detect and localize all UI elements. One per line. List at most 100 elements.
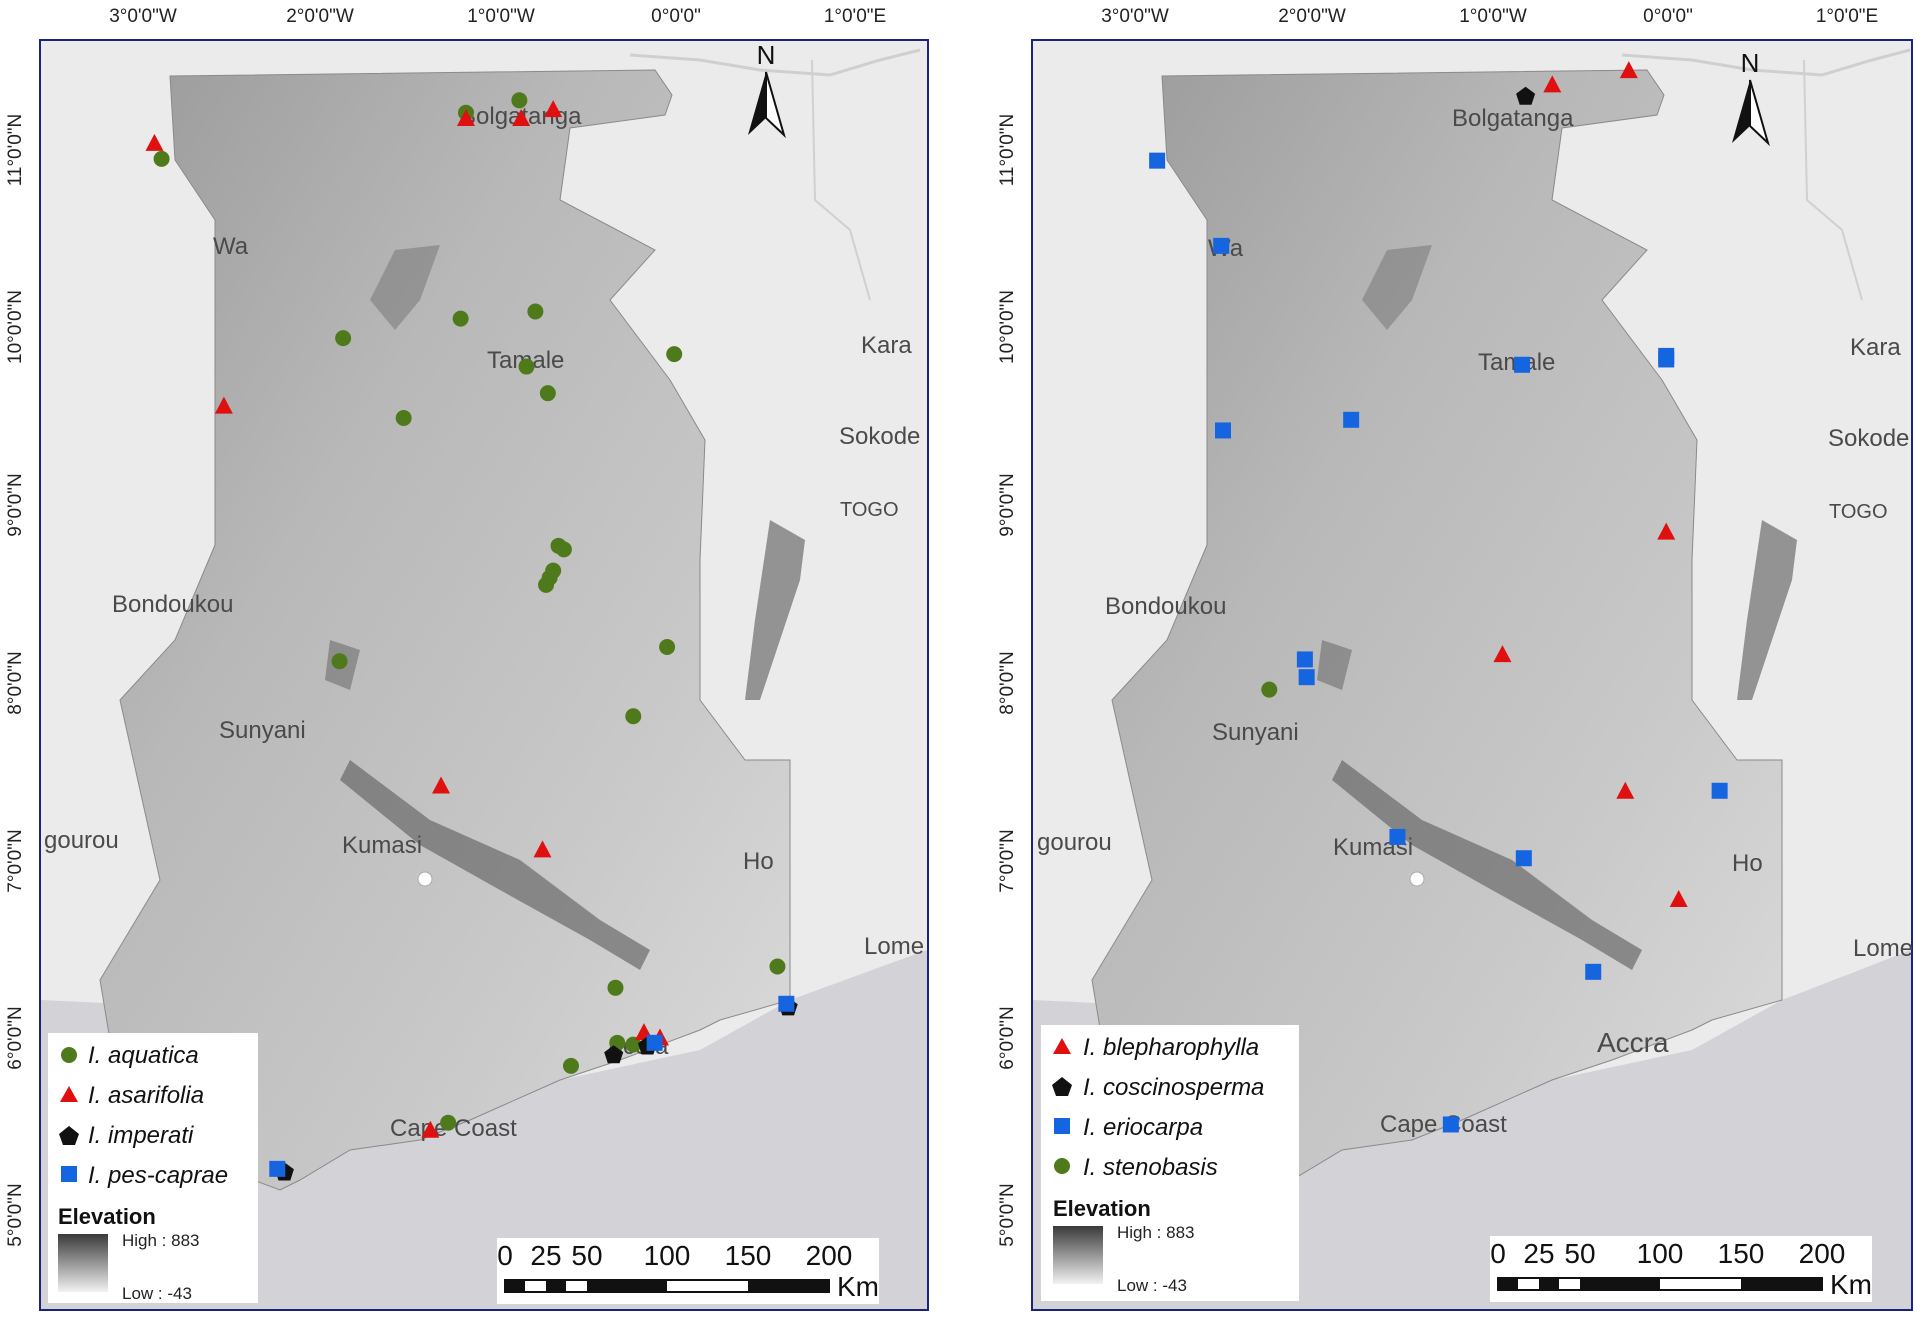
tick-label: 3°0'0"W bbox=[109, 6, 177, 27]
tick-label: 10°0'0"N bbox=[997, 290, 1018, 364]
occurrence-point-i-pes-caprae bbox=[646, 1034, 663, 1051]
scale-segment bbox=[546, 1280, 566, 1292]
elevation-high: High : 883 bbox=[122, 1231, 200, 1250]
occurrence-point-i-imperati bbox=[604, 1045, 624, 1064]
tick-label: 5°0'0"N bbox=[997, 1183, 1018, 1246]
place-bondoukou: Bondoukou bbox=[112, 591, 233, 618]
occurrence-point-i-stenobasis bbox=[1261, 681, 1278, 698]
occurrence-point-i-aquatica bbox=[625, 708, 642, 725]
eastern-highlands bbox=[1737, 520, 1797, 700]
occurrence-point-i-blepharophylla bbox=[1657, 522, 1676, 540]
tick-label: 11°0'0"N bbox=[5, 114, 26, 187]
place-sokode: Sokode bbox=[1828, 425, 1909, 452]
legend-symbol-aquatica bbox=[61, 1047, 77, 1063]
occurrence-point-i-aquatica bbox=[607, 979, 624, 996]
elevation-ramp bbox=[58, 1234, 108, 1292]
place-ho: Ho bbox=[743, 848, 774, 875]
occurrence-point-i-aquatica bbox=[527, 303, 544, 320]
legend-label: I. eriocarpa bbox=[1083, 1114, 1203, 1141]
gambaga-scarp bbox=[370, 245, 440, 330]
scale-bar: 0 25 50 100 150 200 Km bbox=[497, 1238, 879, 1304]
volta-ridge bbox=[340, 760, 650, 970]
tick-label: 1°0'0"E bbox=[1816, 6, 1878, 27]
place-bolgatanga: Bolgatanga bbox=[1452, 105, 1574, 132]
elevation-ramp bbox=[1053, 1226, 1103, 1284]
occurrence-point-i-eriocarpa bbox=[1389, 828, 1406, 845]
legend-label: I. imperati bbox=[88, 1122, 194, 1149]
place-accra: Accra bbox=[1597, 1027, 1669, 1058]
occurrence-point-i-asarifolia bbox=[145, 133, 164, 151]
occurrence-point-i-blepharophylla bbox=[1543, 75, 1562, 93]
map-panel-right: 3°0'0"W 2°0'0"W 1°0'0"W 0°0'0" 1°0'0"E 1… bbox=[997, 6, 1913, 1311]
scale-segment bbox=[1498, 1278, 1518, 1290]
place-togo: TOGO bbox=[840, 499, 899, 521]
place-gourou: gourou bbox=[44, 827, 119, 854]
occurrence-point-i-aquatica bbox=[625, 1036, 642, 1053]
legend-symbol-coscinosperma bbox=[1052, 1077, 1072, 1096]
place-gourou: gourou bbox=[1037, 829, 1112, 856]
lake-bosumtwi bbox=[417, 871, 433, 887]
occurrence-point-i-aquatica bbox=[538, 576, 555, 593]
tick-label: 0°0'0" bbox=[1643, 6, 1693, 27]
occurrence-point-i-aquatica bbox=[518, 358, 535, 375]
tick-label: 2°0'0"W bbox=[286, 6, 354, 27]
legend-symbol-imperati bbox=[59, 1126, 79, 1145]
tick-label: 6°0'0"N bbox=[5, 1006, 26, 1069]
scale-label: 100 bbox=[1637, 1238, 1684, 1269]
hill bbox=[1317, 640, 1352, 690]
tick-label: 11°0'0"N bbox=[997, 114, 1018, 187]
place-labels: Bolgatanga Wa Tamale Kara Sokode TOGO Bo… bbox=[1037, 105, 1913, 1138]
place-ho: Ho bbox=[1732, 850, 1763, 877]
scale-label: 25 bbox=[1523, 1238, 1554, 1269]
occurrence-point-i-eriocarpa bbox=[1514, 356, 1531, 373]
occurrence-point-i-eriocarpa bbox=[1343, 411, 1360, 428]
top-tick-labels: 3°0'0"W 2°0'0"W 1°0'0"W 0°0'0" 1°0'0"E bbox=[109, 6, 886, 27]
occurrence-point-i-aquatica bbox=[452, 310, 469, 327]
elevation-low: Low : -43 bbox=[1117, 1276, 1187, 1295]
occurrence-point-i-pes-caprae bbox=[269, 1160, 286, 1177]
place-lome: Lome bbox=[864, 933, 924, 960]
tick-label: 8°0'0"N bbox=[5, 651, 26, 714]
occurrence-point-i-aquatica bbox=[153, 150, 170, 167]
tick-label: 5°0'0"N bbox=[5, 1183, 26, 1246]
occurrence-point-i-aquatica bbox=[666, 346, 683, 363]
north-arrow-left bbox=[1732, 80, 1750, 143]
place-lome: Lome bbox=[1853, 935, 1913, 962]
occurrence-point-i-aquatica bbox=[440, 1114, 457, 1131]
scale-label: 100 bbox=[644, 1240, 691, 1271]
occurrence-point-i-blepharophylla bbox=[1493, 645, 1512, 663]
scale-segment bbox=[748, 1280, 829, 1292]
scale-unit: Km bbox=[837, 1271, 879, 1302]
place-bondoukou: Bondoukou bbox=[1105, 593, 1226, 620]
occurrence-point-i-asarifolia bbox=[533, 840, 552, 858]
legend-label: I. pes-caprae bbox=[88, 1162, 228, 1189]
volta-ridge bbox=[1332, 760, 1642, 970]
scale-segment bbox=[505, 1280, 525, 1292]
occurrence-point-i-aquatica bbox=[555, 541, 572, 558]
tick-label: 7°0'0"N bbox=[5, 829, 26, 892]
occurrence-point-i-eriocarpa bbox=[1149, 152, 1166, 169]
border-line bbox=[1803, 59, 1863, 301]
occurrence-point-i-asarifolia bbox=[214, 396, 233, 414]
scale-label: 150 bbox=[725, 1240, 772, 1271]
tick-label: 1°0'0"E bbox=[824, 6, 886, 27]
scale-label: 200 bbox=[1799, 1238, 1846, 1269]
occurrence-point-i-eriocarpa bbox=[1215, 422, 1231, 439]
place-wa: Wa bbox=[213, 233, 249, 260]
scale-label: 200 bbox=[806, 1240, 853, 1271]
occurrence-point-i-aquatica bbox=[659, 639, 676, 655]
scale-label: 150 bbox=[1718, 1238, 1765, 1269]
occurrence-point-i-eriocarpa bbox=[1711, 782, 1728, 799]
occurrence-point-i-aquatica bbox=[511, 92, 528, 109]
occurrence-point-i-eriocarpa bbox=[1442, 1116, 1459, 1133]
occurrence-point-i-asarifolia bbox=[456, 109, 475, 127]
north-arrow: N bbox=[1732, 48, 1770, 147]
scale-segment bbox=[1539, 1278, 1559, 1290]
legend-label: I. stenobasis bbox=[1083, 1154, 1218, 1181]
occurrence-point-i-aquatica bbox=[335, 330, 352, 347]
place-kara: Kara bbox=[861, 332, 912, 359]
border-line bbox=[811, 59, 871, 301]
scale-segment bbox=[1580, 1278, 1660, 1290]
occurrence-point-i-aquatica bbox=[769, 958, 786, 975]
